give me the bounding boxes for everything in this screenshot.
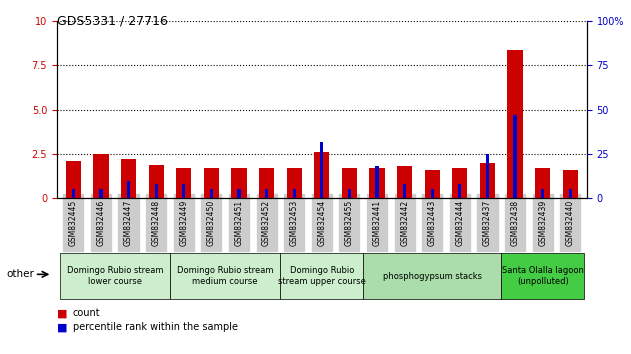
Bar [458, 184, 461, 198]
Text: ■: ■ [57, 322, 68, 332]
Bar [121, 159, 136, 198]
Bar [569, 189, 572, 198]
Text: other: other [6, 269, 34, 279]
Bar [176, 168, 191, 198]
Bar [375, 166, 379, 198]
Text: count: count [73, 308, 100, 318]
Text: Santa Olalla lagoon
(unpolluted): Santa Olalla lagoon (unpolluted) [502, 267, 584, 286]
Text: phosphogypsum stacks: phosphogypsum stacks [383, 272, 481, 281]
Text: Domingo Rubio stream
lower course: Domingo Rubio stream lower course [66, 267, 163, 286]
Bar [514, 115, 517, 198]
Bar [320, 142, 324, 198]
Bar [430, 189, 434, 198]
Bar [348, 189, 351, 198]
Text: Domingo Rubio stream
medium course: Domingo Rubio stream medium course [177, 267, 273, 286]
Bar [93, 154, 109, 198]
Bar [397, 166, 412, 198]
Bar [425, 170, 440, 198]
Bar [232, 168, 247, 198]
Bar [148, 165, 164, 198]
Bar [480, 163, 495, 198]
Bar [72, 189, 75, 198]
Bar [563, 170, 578, 198]
Bar [452, 168, 468, 198]
Bar [541, 189, 545, 198]
Text: ■: ■ [57, 308, 68, 318]
Bar [66, 161, 81, 198]
Bar [535, 168, 550, 198]
Bar [507, 50, 522, 198]
Bar [314, 152, 329, 198]
Text: percentile rank within the sample: percentile rank within the sample [73, 322, 237, 332]
Bar [286, 168, 302, 198]
Bar [293, 189, 296, 198]
Bar [265, 189, 268, 198]
Bar [127, 181, 130, 198]
Bar [155, 184, 158, 198]
Bar [259, 168, 274, 198]
Bar [486, 154, 489, 198]
Bar [369, 168, 385, 198]
Text: GDS5331 / 27716: GDS5331 / 27716 [57, 14, 168, 27]
Bar [237, 189, 240, 198]
Text: Domingo Rubio
stream upper course: Domingo Rubio stream upper course [278, 267, 366, 286]
Bar [403, 184, 406, 198]
Bar [209, 189, 213, 198]
Bar [342, 168, 357, 198]
Bar [204, 168, 219, 198]
Bar [99, 189, 103, 198]
Bar [182, 184, 186, 198]
